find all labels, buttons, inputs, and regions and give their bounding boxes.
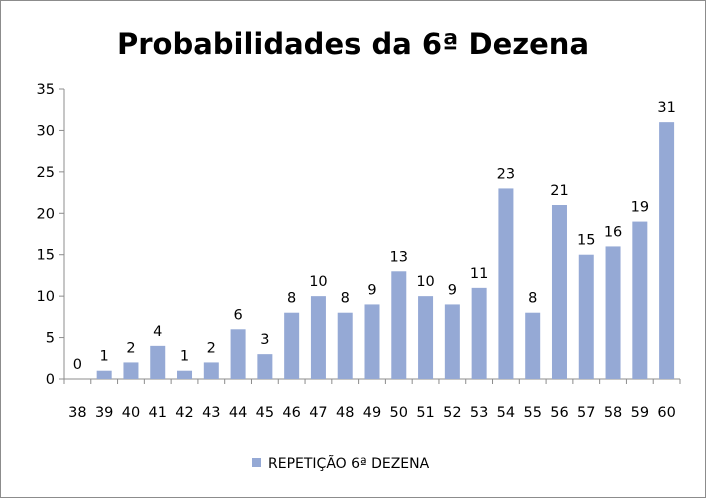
x-tick-label: 54 (497, 405, 515, 421)
x-tick-label: 39 (95, 405, 113, 421)
bar (337, 312, 353, 379)
bar (444, 304, 460, 379)
bar (498, 188, 514, 379)
x-tick-label: 60 (657, 405, 675, 421)
bar (605, 246, 621, 379)
data-label: 3 (260, 332, 269, 348)
x-tick-label: 52 (443, 405, 461, 421)
bar (177, 370, 193, 379)
bar (230, 329, 246, 379)
x-tick-label: 58 (604, 405, 622, 421)
data-label: 31 (657, 100, 675, 116)
x-tick-label: 46 (282, 405, 300, 421)
bar (203, 362, 219, 379)
x-tick-label: 40 (122, 405, 140, 421)
bar (525, 312, 541, 379)
y-tick-label: 35 (37, 82, 55, 98)
x-tick-label: 48 (336, 405, 354, 421)
data-label: 15 (577, 233, 595, 249)
x-tick-label: 53 (470, 405, 488, 421)
y-tick-label: 5 (46, 331, 55, 347)
chart-title: Probabilidades da 6ª Dezena (117, 27, 589, 61)
x-tick-label: 57 (577, 405, 595, 421)
bar (659, 122, 675, 380)
bar (391, 271, 407, 379)
x-tick-label: 45 (256, 405, 274, 421)
x-tick-label: 59 (631, 405, 649, 421)
bar (551, 205, 567, 379)
bar (284, 312, 300, 379)
x-tick-label: 51 (416, 405, 434, 421)
y-tick-label: 25 (37, 165, 55, 181)
bar (364, 304, 380, 379)
data-label: 23 (497, 166, 515, 182)
y-tick-label: 15 (37, 248, 55, 264)
y-tick-label: 0 (46, 372, 55, 388)
x-tick-label: 44 (229, 405, 247, 421)
data-label: 8 (528, 291, 537, 307)
bar (150, 345, 166, 379)
x-tick-label: 56 (550, 405, 568, 421)
x-tick-label: 47 (309, 405, 327, 421)
data-label: 4 (153, 324, 162, 340)
data-label: 8 (341, 291, 350, 307)
data-label: 9 (448, 282, 457, 298)
bar (123, 362, 139, 379)
x-tick-label: 50 (390, 405, 408, 421)
bar (632, 221, 648, 379)
data-label: 9 (367, 282, 376, 298)
y-tick-label: 30 (37, 123, 55, 139)
legend-label: REPETIÇÃO 6ª DEZENA (268, 455, 430, 472)
bar (310, 296, 326, 379)
y-tick-label: 20 (37, 206, 55, 222)
data-label: 10 (309, 274, 327, 290)
bar (257, 354, 273, 379)
data-label: 8 (287, 291, 296, 307)
bar (96, 370, 112, 379)
data-label: 0 (73, 357, 82, 373)
y-tick-label: 10 (37, 289, 55, 305)
data-label: 1 (180, 349, 189, 365)
bar (418, 296, 434, 379)
data-label: 2 (207, 340, 216, 356)
data-label: 10 (416, 274, 434, 290)
x-tick-label: 38 (68, 405, 86, 421)
data-label: 2 (126, 340, 135, 356)
bars (96, 122, 675, 380)
x-tick-label: 43 (202, 405, 220, 421)
legend-swatch (252, 458, 261, 467)
legend: REPETIÇÃO 6ª DEZENA (252, 455, 430, 472)
data-label: 6 (233, 307, 242, 323)
bar (578, 254, 594, 379)
data-labels: 0 1 2 4 1 2 6 3 8 10 8 9 13 10 9 11 23 8 21 15 16 19 31 (73, 100, 676, 373)
x-tick-label: 55 (523, 405, 541, 421)
x-tick-label: 42 (175, 405, 193, 421)
data-label: 11 (470, 266, 488, 282)
bar (471, 287, 487, 379)
data-label: 1 (100, 349, 109, 365)
data-label: 21 (550, 183, 568, 199)
data-label: 13 (390, 249, 408, 265)
x-tick-label: 49 (363, 405, 381, 421)
data-label: 19 (631, 200, 649, 216)
x-tick-label: 41 (149, 405, 167, 421)
data-label: 16 (604, 224, 622, 240)
